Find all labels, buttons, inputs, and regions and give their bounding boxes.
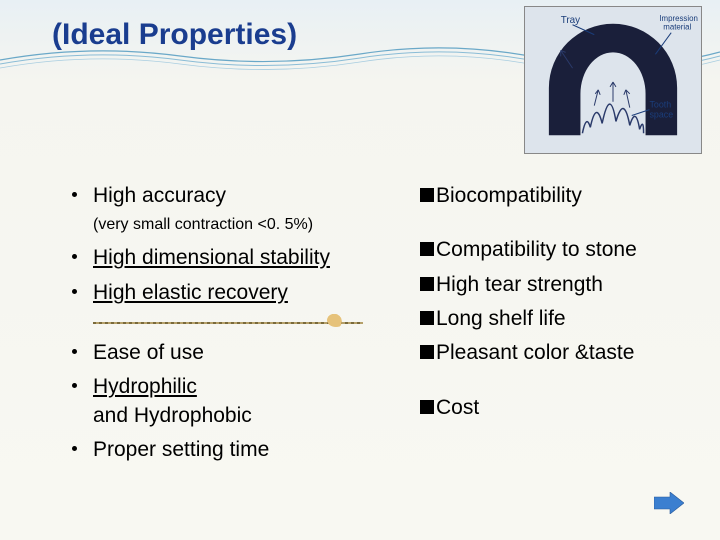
svg-text:material: material [663,23,691,32]
bullet-dot-icon [72,383,77,388]
item-text: High dimensional stability [93,244,330,272]
item-subtext: (very small contraction <0. 5%) [93,216,392,234]
list-item: High dimensional stability [72,244,392,272]
list-item: Cost [420,394,700,422]
item-text: Long shelf life [436,305,566,333]
bullet-square-icon [420,277,434,291]
item-text: Cost [436,394,479,422]
list-item: Proper setting time [72,436,392,464]
list-item: Biocompatibility [420,182,700,210]
bullet-square-icon [420,188,434,202]
diagram-tray-label: Tray [561,15,580,26]
bullet-square-icon [420,400,434,414]
bullet-dot-icon [72,349,77,354]
right-column: Biocompatibility Compatibility to stone … [420,182,700,428]
list-item: Hydrophilic and Hydrophobic [72,373,392,430]
item-text: High elastic recovery [93,279,288,307]
item-text: Pleasant color &taste [436,339,634,367]
svg-text:space: space [650,109,674,119]
list-item: Compatibility to stone [420,236,700,264]
item-text: Hydrophilic [93,375,197,398]
list-item: Long shelf life [420,305,700,333]
bullet-dot-icon [72,446,77,451]
decorative-divider [93,313,363,331]
bullet-dot-icon [72,192,77,197]
list-item: High elastic recovery [72,279,392,307]
item-text: Biocompatibility [436,182,582,210]
bullet-dot-icon [72,254,77,259]
item-text: Compatibility to stone [436,236,637,264]
item-text: High accuracy [93,182,226,210]
list-item: High tear strength [420,271,700,299]
item-text: High tear strength [436,271,603,299]
list-item: High accuracy [72,182,392,210]
left-column: High accuracy (very small contraction <0… [72,182,392,470]
item-text: Ease of use [93,339,204,367]
bullet-square-icon [420,345,434,359]
item-extra-text: and Hydrophobic [93,404,252,427]
list-item: Ease of use [72,339,392,367]
bullet-dot-icon [72,289,77,294]
bullet-square-icon [420,242,434,256]
page-title: (Ideal Properties) [52,18,297,52]
tray-diagram: Tray Impression material Tooth space [524,6,702,154]
list-item: Pleasant color &taste [420,339,700,367]
svg-text:Impression: Impression [659,14,698,23]
svg-text:Tooth: Tooth [650,100,672,110]
bullet-square-icon [420,311,434,325]
item-text: Proper setting time [93,436,269,464]
next-arrow-icon[interactable] [654,492,684,514]
